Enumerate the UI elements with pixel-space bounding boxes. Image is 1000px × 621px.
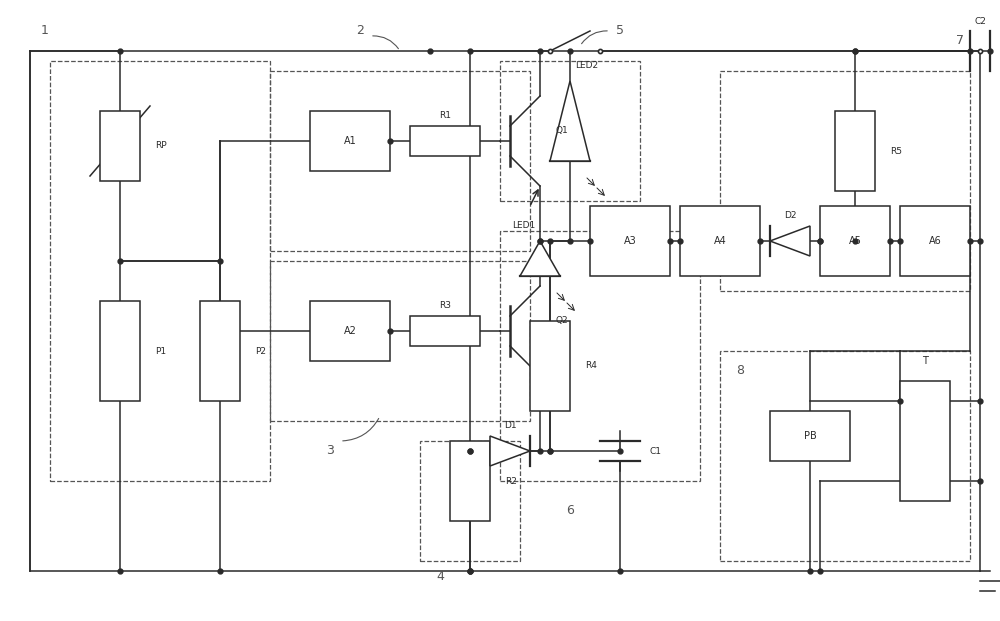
Text: A1: A1 [344, 136, 356, 146]
Bar [820, 206, 890, 276]
Text: C2: C2 [974, 17, 986, 25]
Text: P1: P1 [155, 347, 166, 355]
Text: R4: R4 [585, 361, 597, 371]
Polygon shape [490, 436, 530, 466]
Polygon shape [520, 241, 560, 276]
Text: R1: R1 [439, 112, 451, 120]
Bar [835, 111, 875, 191]
Bar [420, 441, 520, 561]
Polygon shape [770, 226, 810, 256]
Text: T: T [922, 356, 928, 366]
Text: 6: 6 [566, 504, 574, 517]
Bar [900, 381, 950, 501]
Bar [200, 301, 240, 401]
Text: R3: R3 [439, 302, 451, 310]
Bar [720, 71, 970, 291]
Text: A5: A5 [849, 236, 861, 246]
Bar [530, 321, 570, 411]
Text: A3: A3 [624, 236, 636, 246]
Bar [590, 206, 670, 276]
Text: PB: PB [804, 431, 816, 441]
Bar [410, 316, 480, 346]
Text: C1: C1 [650, 446, 662, 455]
Text: A6: A6 [929, 236, 941, 246]
Text: RP: RP [155, 142, 167, 150]
Bar [270, 71, 530, 251]
Text: 7: 7 [956, 35, 964, 47]
Text: P2: P2 [255, 347, 266, 355]
Text: A4: A4 [714, 236, 726, 246]
Bar [500, 61, 640, 201]
Text: D2: D2 [784, 212, 796, 220]
Bar [100, 111, 140, 181]
Bar [100, 301, 140, 401]
Text: Q1: Q1 [555, 127, 568, 135]
Text: A2: A2 [344, 326, 356, 336]
Bar [900, 206, 970, 276]
Bar [310, 111, 390, 171]
Text: D1: D1 [504, 422, 516, 430]
Text: 8: 8 [736, 365, 744, 378]
Text: 1: 1 [41, 24, 49, 37]
Text: 5: 5 [616, 24, 624, 37]
Polygon shape [550, 81, 590, 161]
Text: LED2: LED2 [575, 61, 598, 71]
Bar [450, 441, 490, 521]
Bar [50, 61, 270, 481]
Bar [770, 411, 850, 461]
Text: 2: 2 [356, 24, 364, 37]
Bar [720, 351, 970, 561]
Text: R2: R2 [505, 476, 517, 486]
Text: R5: R5 [890, 147, 902, 155]
Bar [680, 206, 760, 276]
Bar [410, 126, 480, 156]
Text: Q2: Q2 [555, 317, 568, 325]
Bar [500, 231, 700, 481]
Bar [310, 301, 390, 361]
Text: 3: 3 [326, 445, 334, 458]
Text: 4: 4 [436, 569, 444, 582]
Bar [270, 261, 530, 421]
Text: LED1: LED1 [512, 222, 535, 230]
